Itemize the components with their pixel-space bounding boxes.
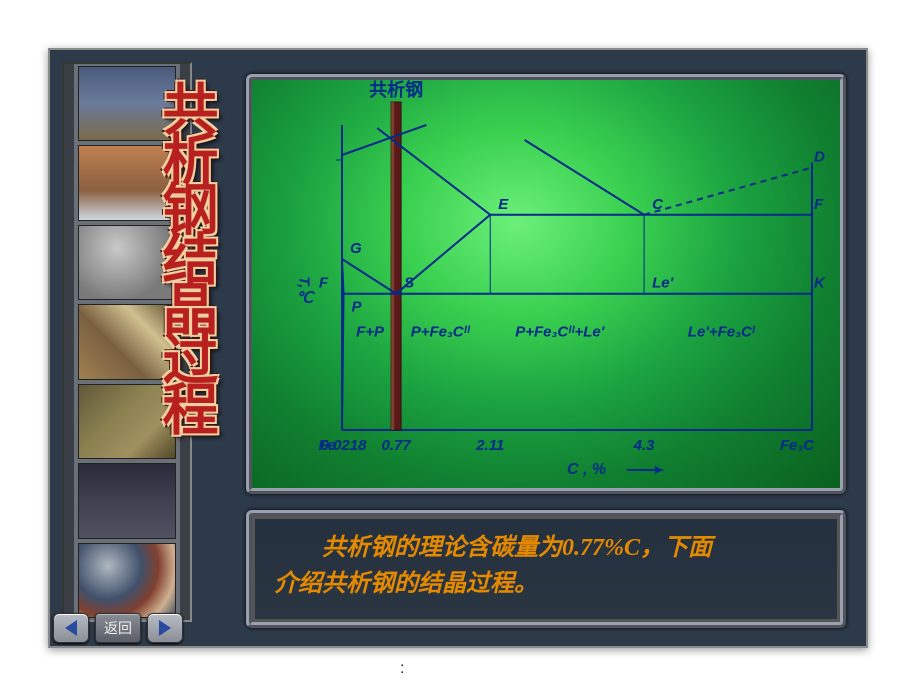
back-button[interactable]: 返回 — [95, 613, 141, 643]
svg-text:S: S — [404, 275, 414, 292]
back-label: 返回 — [104, 618, 132, 638]
prev-button[interactable] — [53, 613, 89, 643]
svg-text:G: G — [350, 240, 362, 257]
svg-text:P+Fe₃Cᴵᴵ: P+Fe₃Cᴵᴵ — [411, 323, 471, 340]
description-line1: 共析钢的理论含碳量为0.77%C，下面 — [274, 530, 818, 566]
svg-text:Fe₃C: Fe₃C — [780, 437, 815, 454]
svg-text:Le'+Fe₃Cᴵ: Le'+Fe₃Cᴵ — [688, 323, 756, 340]
description-line2: 介绍共析钢的结晶过程。 — [274, 566, 818, 602]
svg-text:F+P: F+P — [356, 323, 385, 340]
nav-controls: 返回 — [53, 613, 183, 643]
svg-text:P+Fe₃Cᴵᴵ+Le': P+Fe₃Cᴵᴵ+Le' — [515, 323, 605, 340]
phase-diagram: 共析钢T,℃C , %Fe0.02180.772.114.3Fe₃CF+PP+F… — [252, 80, 840, 488]
svg-text:C: C — [652, 196, 664, 213]
svg-text:C , %: C , % — [567, 461, 606, 478]
film-thumb — [78, 543, 176, 618]
description-panel: 共析钢的理论含碳量为0.77%C，下面 介绍共析钢的结晶过程。 — [246, 510, 846, 628]
svg-text:F: F — [814, 196, 824, 213]
triangle-right-icon — [159, 620, 171, 636]
svg-text:E: E — [498, 196, 509, 213]
footer-glyph: : — [400, 660, 404, 678]
phase-diagram-panel: 共析钢T,℃C , %Fe0.02180.772.114.3Fe₃CF+PP+F… — [246, 74, 846, 494]
svg-text:4.3: 4.3 — [633, 437, 656, 454]
svg-text:F: F — [319, 275, 329, 292]
svg-text:K: K — [814, 275, 826, 292]
film-thumb — [78, 463, 176, 538]
svg-text:D: D — [814, 149, 825, 166]
svg-text:T,℃: T,℃ — [294, 276, 313, 306]
svg-text:0.0218: 0.0218 — [321, 437, 368, 454]
triangle-left-icon — [65, 620, 77, 636]
svg-text:共析钢: 共析钢 — [369, 80, 423, 100]
slide-stage: 共析钢结晶过程 共析钢T,℃C , %Fe0.02180.772.114.3Fe… — [48, 48, 868, 648]
svg-text:2.11: 2.11 — [475, 437, 504, 454]
next-button[interactable] — [147, 613, 183, 643]
svg-text:Le': Le' — [652, 275, 674, 292]
slide-title-vertical: 共析钢结晶过程 — [145, 80, 226, 430]
svg-text:0.77: 0.77 — [381, 437, 411, 454]
svg-text:P: P — [352, 299, 363, 316]
